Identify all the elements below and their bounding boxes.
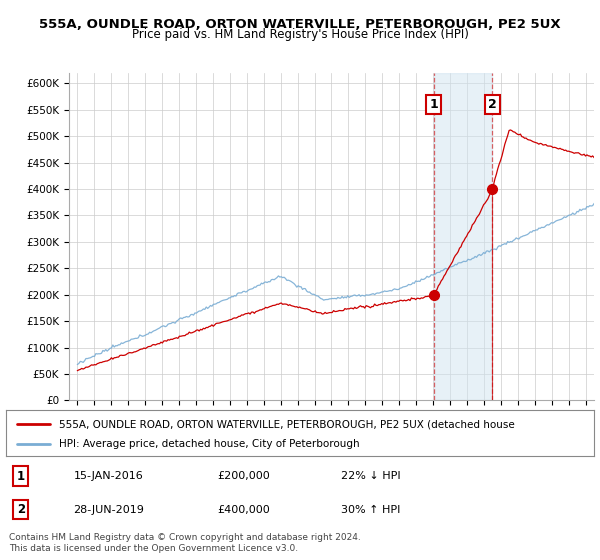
Text: 2: 2 <box>17 503 25 516</box>
Text: 30% ↑ HPI: 30% ↑ HPI <box>341 505 401 515</box>
Text: 1: 1 <box>430 98 438 111</box>
Text: HPI: Average price, detached house, City of Peterborough: HPI: Average price, detached house, City… <box>59 438 359 449</box>
Text: £400,000: £400,000 <box>218 505 271 515</box>
Bar <box>434 73 492 400</box>
Text: Price paid vs. HM Land Registry's House Price Index (HPI): Price paid vs. HM Land Registry's House … <box>131 28 469 41</box>
Text: 2: 2 <box>488 98 497 111</box>
Text: 22% ↓ HPI: 22% ↓ HPI <box>341 471 401 481</box>
Text: Contains HM Land Registry data © Crown copyright and database right 2024.
This d: Contains HM Land Registry data © Crown c… <box>9 534 361 553</box>
Text: 1: 1 <box>17 469 25 483</box>
Text: 555A, OUNDLE ROAD, ORTON WATERVILLE, PETERBOROUGH, PE2 5UX (detached house: 555A, OUNDLE ROAD, ORTON WATERVILLE, PET… <box>59 419 515 430</box>
Text: 15-JAN-2016: 15-JAN-2016 <box>74 471 143 481</box>
Text: 555A, OUNDLE ROAD, ORTON WATERVILLE, PETERBOROUGH, PE2 5UX: 555A, OUNDLE ROAD, ORTON WATERVILLE, PET… <box>39 18 561 31</box>
Text: £200,000: £200,000 <box>218 471 271 481</box>
Text: 28-JUN-2019: 28-JUN-2019 <box>74 505 145 515</box>
